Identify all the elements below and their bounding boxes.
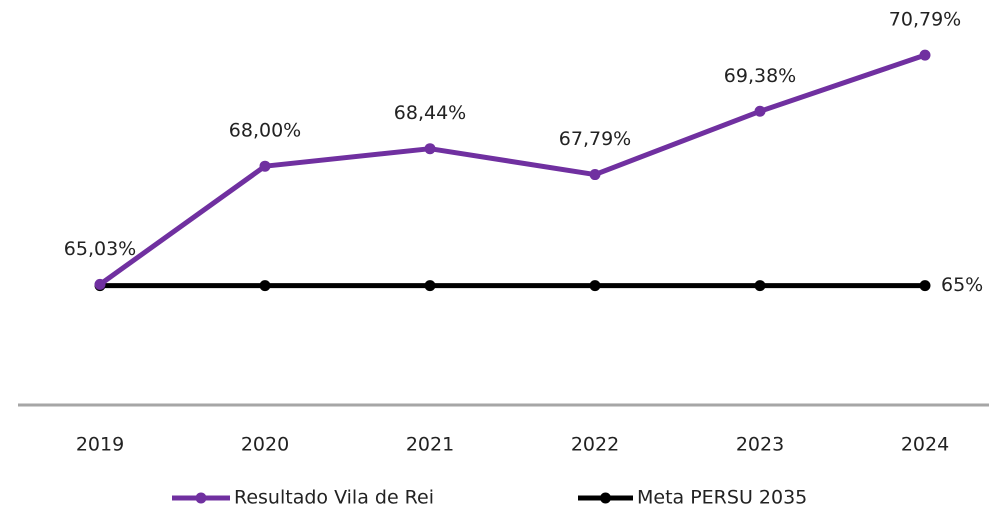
legend-marker [600,492,611,504]
x-tick-label: 2019 [76,434,124,456]
data-label: 67,79% [559,128,631,150]
data-label: 69,38% [724,65,796,87]
data-point [919,280,931,292]
data-point [259,280,271,292]
data-point [94,278,106,290]
data-label: 65,03% [64,238,136,260]
data-point [589,169,601,181]
legend-label: Resultado Vila de Rei [234,487,434,509]
data-point [754,105,766,117]
data-label: 68,00% [229,120,301,142]
x-tick-label: 2022 [571,434,619,456]
x-tick-label: 2020 [241,434,289,456]
legend-marker [195,492,207,504]
data-label: 70,79% [889,9,961,31]
data-point [919,49,931,61]
data-label: 65% [941,274,983,296]
data-point [424,280,436,292]
data-point [754,280,766,292]
x-tick-label: 2023 [736,434,784,456]
data-point [424,143,436,155]
legend-label: Meta PERSU 2035 [637,487,807,509]
data-point [259,160,271,172]
x-tick-label: 2021 [406,434,454,456]
series-line [98,52,926,287]
data-label: 68,44% [394,102,466,124]
x-tick-label: 2024 [901,434,949,456]
data-point [589,280,601,292]
